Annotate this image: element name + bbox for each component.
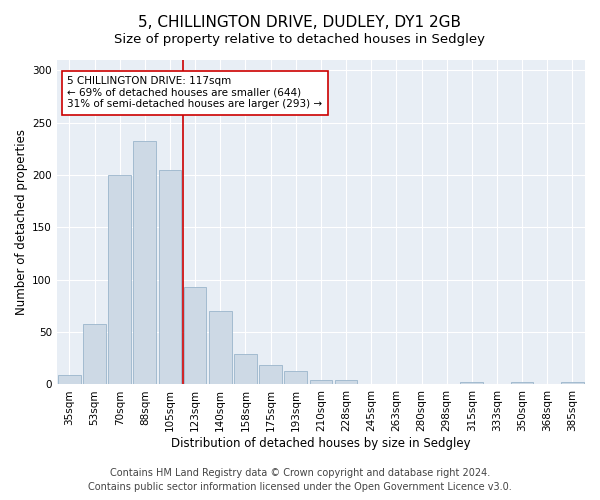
Bar xyxy=(511,382,533,384)
Bar xyxy=(561,382,584,384)
Bar xyxy=(234,354,257,384)
X-axis label: Distribution of detached houses by size in Sedgley: Distribution of detached houses by size … xyxy=(171,437,471,450)
Y-axis label: Number of detached properties: Number of detached properties xyxy=(15,129,28,315)
Bar xyxy=(310,380,332,384)
Bar xyxy=(133,140,156,384)
Text: Contains HM Land Registry data © Crown copyright and database right 2024.
Contai: Contains HM Land Registry data © Crown c… xyxy=(88,468,512,492)
Bar xyxy=(259,364,282,384)
Text: 5, CHILLINGTON DRIVE, DUDLEY, DY1 2GB: 5, CHILLINGTON DRIVE, DUDLEY, DY1 2GB xyxy=(139,15,461,30)
Bar xyxy=(158,170,181,384)
Text: Size of property relative to detached houses in Sedgley: Size of property relative to detached ho… xyxy=(115,32,485,46)
Bar xyxy=(284,371,307,384)
Bar xyxy=(109,175,131,384)
Bar xyxy=(335,380,358,384)
Text: 5 CHILLINGTON DRIVE: 117sqm
← 69% of detached houses are smaller (644)
31% of se: 5 CHILLINGTON DRIVE: 117sqm ← 69% of det… xyxy=(67,76,322,110)
Bar xyxy=(460,382,483,384)
Bar xyxy=(83,324,106,384)
Bar xyxy=(209,311,232,384)
Bar xyxy=(58,375,80,384)
Bar xyxy=(184,287,206,384)
